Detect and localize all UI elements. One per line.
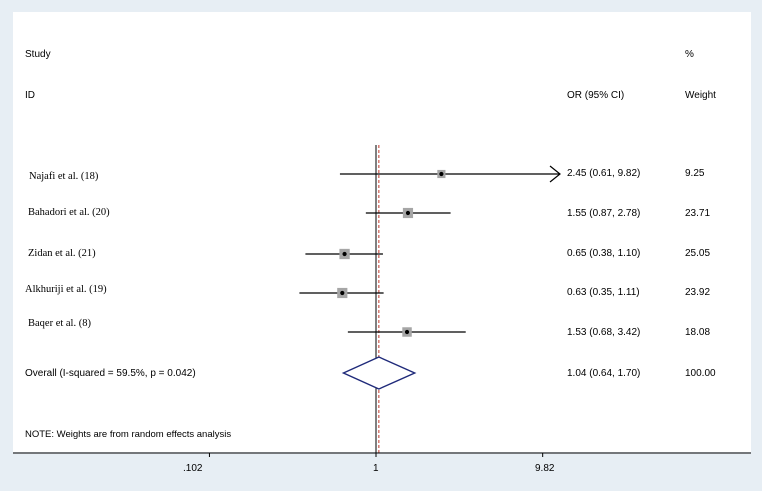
ci-arrow-0 [549, 165, 561, 183]
point-estimate-4 [404, 329, 410, 335]
weight-2: 25.05 [685, 248, 711, 259]
x-tick-label-0: .102 [183, 463, 203, 474]
or-text-1: 1.55 (0.87, 2.78) [567, 208, 641, 219]
or-text-2: 0.65 (0.38, 1.10) [567, 248, 641, 259]
weight-1: 23.71 [685, 208, 711, 219]
header-weight: Weight [685, 90, 716, 101]
x-tick-label-2: 9.82 [535, 463, 555, 474]
or-text-3: 0.63 (0.35, 1.11) [567, 287, 640, 298]
study-label-3: Alkhuriji et al. (19) [25, 284, 107, 295]
header-study: Study [25, 49, 51, 60]
or-text-4: 1.53 (0.68, 3.42) [567, 327, 641, 338]
weight-0: 9.25 [685, 168, 705, 179]
weight-3: 23.92 [685, 287, 711, 298]
point-estimate-2 [342, 251, 347, 257]
study-label-1: Bahadori et al. (20) [28, 207, 110, 218]
study-label-2: Zidan et al. (21) [28, 248, 96, 259]
overall-diamond [341, 356, 417, 390]
header-id: ID [25, 90, 35, 101]
header-percent: % [685, 49, 694, 60]
or-text-0: 2.45 (0.61, 9.82) [567, 168, 641, 179]
point-estimate-0 [439, 171, 444, 177]
overall-label: Overall (I-squared = 59.5%, p = 0.042) [25, 368, 196, 379]
or-text-overall: 1.04 (0.64, 1.70) [567, 368, 641, 379]
point-estimate-1 [405, 210, 411, 216]
header-or: OR (95% CI) [567, 90, 625, 101]
weight-4: 18.08 [685, 327, 711, 338]
study-label-0: Najafi et al. (18) [29, 171, 99, 182]
note: NOTE: Weights are from random effects an… [25, 429, 232, 440]
x-tick-label-1: 1 [373, 463, 379, 474]
study-label-4: Baqer et al. (8) [28, 318, 91, 329]
point-estimate-3 [340, 290, 345, 296]
weight-overall: 100.00 [685, 368, 716, 379]
